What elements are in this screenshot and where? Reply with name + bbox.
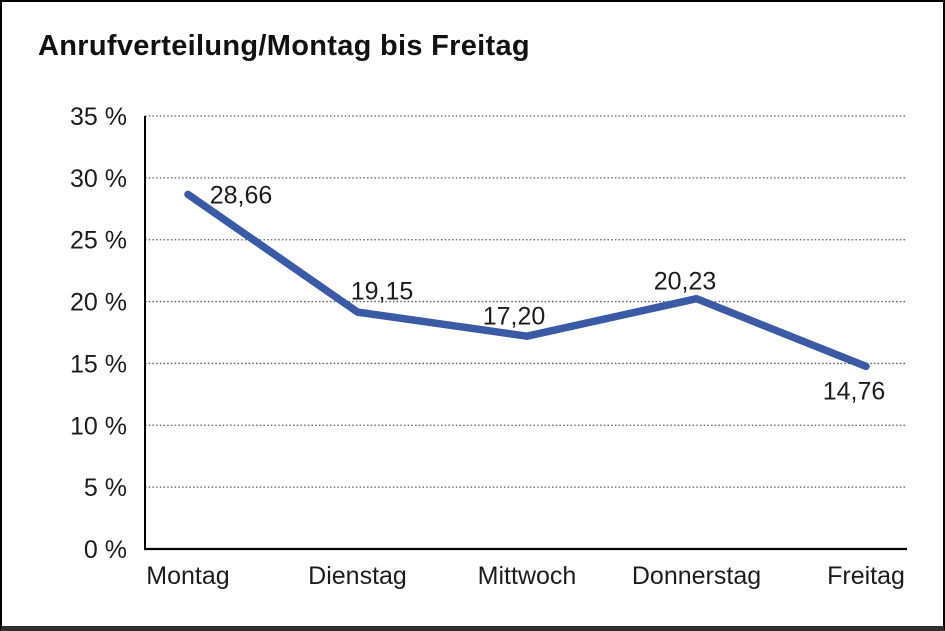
- x-axis-label: Freitag: [827, 562, 905, 590]
- data-point-label: 17,20: [483, 303, 546, 331]
- data-point-label: 28,66: [210, 181, 273, 209]
- x-axis-label: Donnerstag: [632, 562, 761, 590]
- x-axis-label: Montag: [146, 562, 229, 590]
- x-axis-label: Dienstag: [308, 562, 407, 590]
- x-axis-label: Mittwoch: [478, 562, 577, 590]
- data-point-label: 20,23: [654, 268, 717, 296]
- y-tick-label: 0 %: [84, 536, 127, 564]
- y-tick-label: 15 %: [70, 350, 127, 378]
- chart-title: Anrufverteilung/Montag bis Freitag: [38, 30, 530, 62]
- y-tick-label: 20 %: [70, 289, 127, 317]
- y-tick-label: 10 %: [70, 412, 127, 440]
- y-tick-label: 35 %: [70, 103, 127, 131]
- y-tick-label: 30 %: [70, 165, 127, 193]
- data-point-label: 19,15: [351, 278, 414, 306]
- y-tick-label: 5 %: [84, 474, 127, 502]
- data-point-label: 14,76: [823, 377, 886, 405]
- data-series-line: [184, 190, 870, 371]
- y-tick-label: 25 %: [70, 227, 127, 255]
